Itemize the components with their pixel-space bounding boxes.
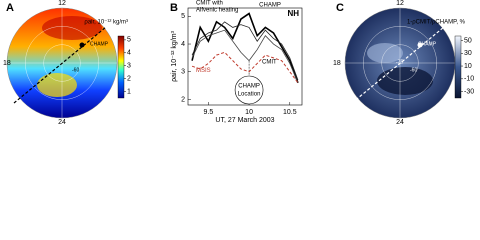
colorbar-label: ρair, 10⁻¹² kg/m³ xyxy=(84,20,128,26)
x-tick-label: 9.5 xyxy=(203,109,213,116)
annotation: Location xyxy=(238,92,261,98)
map-blob xyxy=(377,67,433,95)
x-axis-label: UT, 27 March 2003 xyxy=(215,117,274,124)
map-blob xyxy=(367,43,403,63)
annotation: CMIT with xyxy=(196,1,223,7)
colorbar-tick-label: -10 xyxy=(464,76,474,83)
clock-label: 18 xyxy=(3,60,11,67)
clock-label: 12 xyxy=(396,0,404,7)
x-tick-label: 10 xyxy=(245,109,253,116)
panel-label: A xyxy=(6,2,14,14)
annotation: CHAMP xyxy=(238,84,260,90)
annotation: CMIT xyxy=(262,60,277,66)
legend-label: MSIS xyxy=(196,68,211,74)
series-line xyxy=(191,29,299,83)
clock-label: 18 xyxy=(333,60,341,67)
clock-label: 24 xyxy=(396,119,404,126)
colorbar-tick-label: 10 xyxy=(464,63,472,70)
colorbar-tick-label: 1 xyxy=(127,88,131,95)
y-tick-label: 4 xyxy=(181,41,185,48)
annotation: -60 xyxy=(410,67,417,73)
annotation: CHAMP xyxy=(259,3,281,9)
y-tick-label: 3 xyxy=(181,69,185,76)
annotation: CHAMP xyxy=(418,41,437,47)
y-axis-label: ρair, 10⁻¹² kg/m³ xyxy=(171,30,178,82)
clock-label: 24 xyxy=(58,119,66,126)
colorbar-tick-label: 2 xyxy=(127,75,131,82)
y-tick-label: 5 xyxy=(181,13,185,20)
champ-position xyxy=(79,42,85,48)
colorbar-tick-label: 50 xyxy=(464,37,472,44)
series-line xyxy=(191,12,299,84)
annotation: -75 xyxy=(396,59,403,65)
panel-label: C xyxy=(336,2,344,14)
colorbar xyxy=(117,35,125,99)
x-tick-label: 10.5 xyxy=(283,109,297,116)
chart-title: NH xyxy=(287,9,299,18)
y-tick-label: 2 xyxy=(181,96,185,103)
plot-frame xyxy=(187,7,303,106)
colorbar-tick-label: 3 xyxy=(127,63,131,70)
champ-position xyxy=(417,42,423,48)
panel-label: B xyxy=(170,2,178,14)
annotation: -60 xyxy=(72,67,79,73)
clock-label: 12 xyxy=(58,0,66,7)
colorbar-tick-label: -30 xyxy=(464,88,474,95)
colorbar-label: 1-ρCMIT/ρCHAMP, % xyxy=(407,20,466,26)
map-blob xyxy=(37,73,77,97)
series-line xyxy=(191,51,299,84)
series-line xyxy=(191,21,299,81)
colorbar-tick-label: 30 xyxy=(464,50,472,57)
location-marker xyxy=(234,75,264,105)
colorbar-tick-label: 5 xyxy=(127,37,131,44)
colorbar-tick-label: 4 xyxy=(127,50,131,57)
colorbar xyxy=(454,35,462,99)
map-blob xyxy=(42,16,102,40)
annotation: CHAMP xyxy=(90,41,109,47)
annotation: Alfvenic heating xyxy=(196,8,238,14)
